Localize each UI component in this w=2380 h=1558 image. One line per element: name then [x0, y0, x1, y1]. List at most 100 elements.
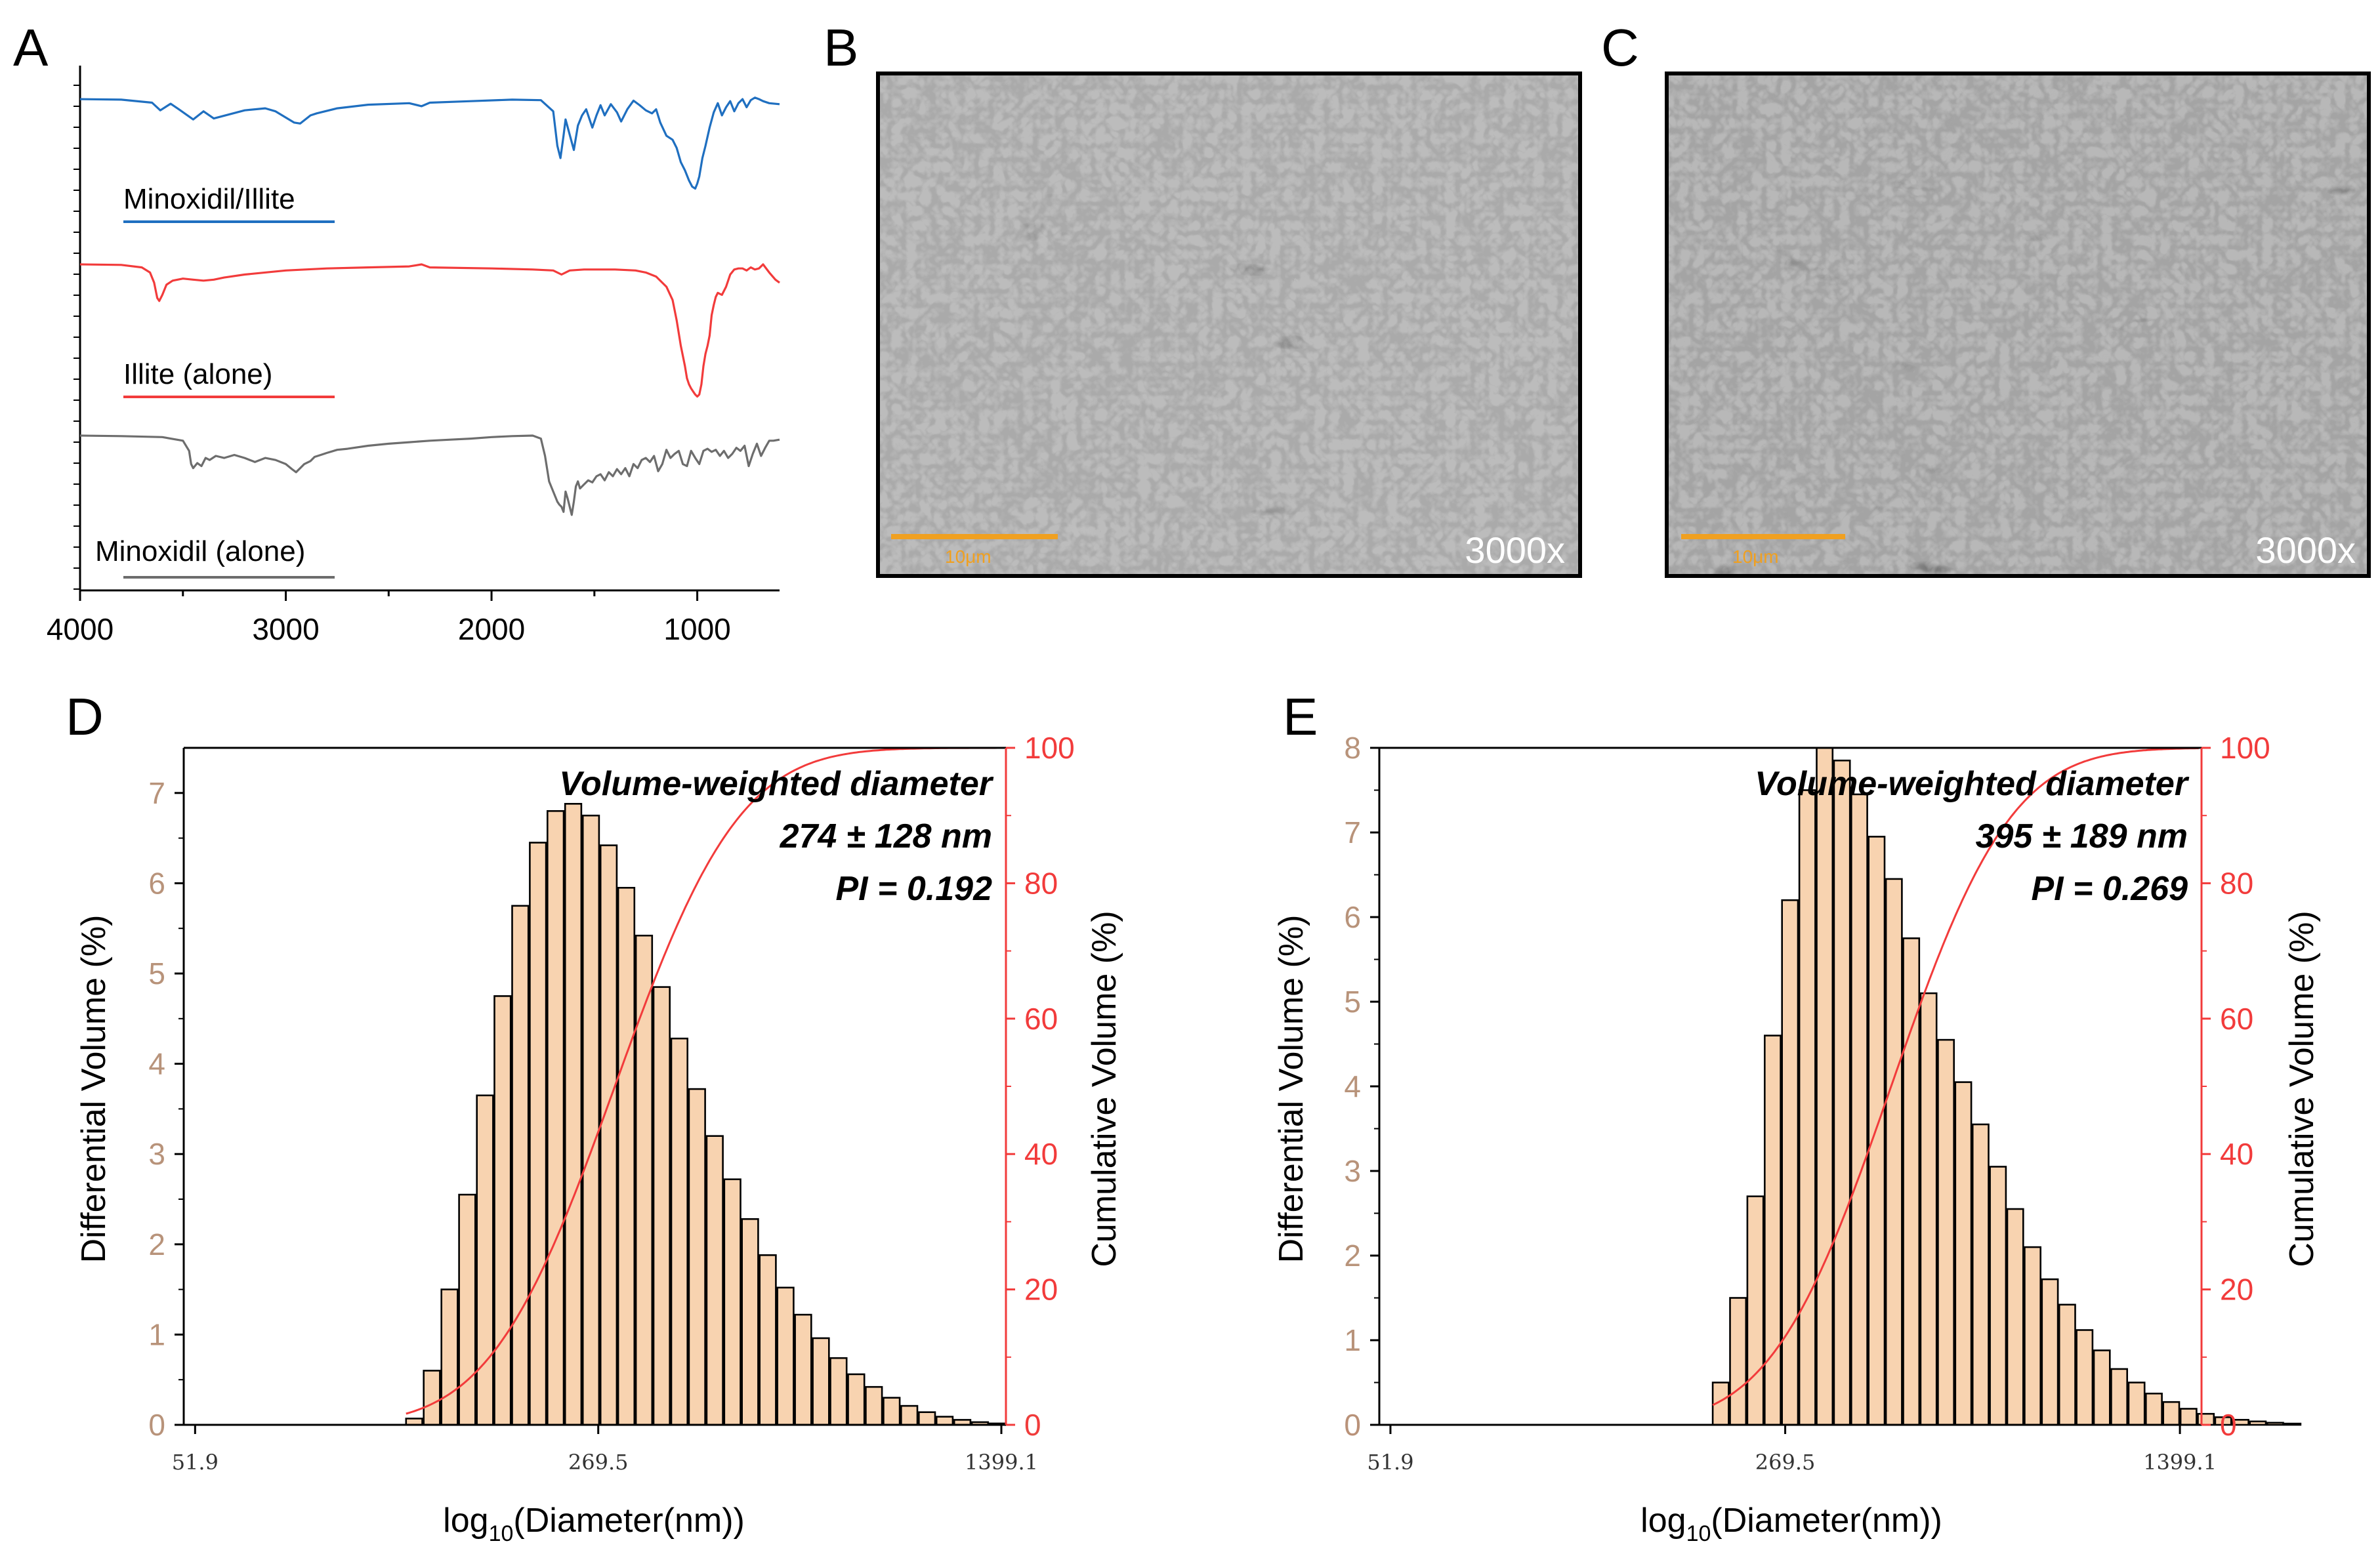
sem-image-b: 10μm 3000x	[876, 72, 1582, 578]
dls-y2-tick-label: 40	[2220, 1137, 2253, 1171]
legend-label-minoxidil-illite: Minoxidil/Illite	[123, 183, 295, 215]
panel-label-e: E	[1283, 687, 1318, 746]
dls-bar	[1746, 1195, 1764, 1426]
dls-y-tick-label: 6	[148, 866, 165, 900]
dls-bar	[1850, 793, 1868, 1426]
dls-e-y2-ticks: 0 20 40 60 80 100	[2202, 731, 2270, 1442]
dls-chart-e: 0 1 2 3 4 5 6 7 8 0 20 40 60 80 100 51.9 269.5 1399.1 D…	[1272, 731, 2321, 1546]
dls-bar	[1764, 1035, 1782, 1426]
dls-y-tick-label: 4	[1344, 1069, 1361, 1103]
dls-bar	[1937, 1038, 1955, 1426]
dls-y2-tick-label: 80	[2220, 866, 2253, 900]
dls-y-tick-label: 2	[1344, 1239, 1361, 1273]
dls-bar	[1833, 760, 1851, 1426]
dls-bar	[599, 844, 618, 1426]
dls-y2-tick-label: 100	[2220, 731, 2270, 765]
dls-y-tick-label: 1	[148, 1317, 165, 1351]
dls-bar	[918, 1411, 936, 1426]
dls-d-xlabel-sub: 10	[489, 1521, 514, 1546]
dls-e-xlabel-rest: (Diameter(nm))	[1711, 1502, 1942, 1540]
dls-bar	[2093, 1349, 2111, 1426]
panel-label-d: D	[66, 687, 104, 746]
dls-y2-tick-label: 0	[1024, 1408, 1041, 1442]
dls-d-xlabel-rest: (Diameter(nm))	[513, 1502, 744, 1540]
dls-y-tick-label: 5	[148, 956, 165, 991]
dls-bar	[2076, 1329, 2094, 1426]
dls-bar	[1989, 1166, 2007, 1426]
dls-bar	[2058, 1303, 2076, 1426]
legend-label-illite: Illite (alone)	[123, 358, 272, 390]
ftir-series	[79, 96, 780, 516]
dls-y-tick-label: 7	[148, 776, 165, 810]
dls-bar	[2006, 1208, 2024, 1426]
dls-d-x-ticks: 51.9 269.5 1399.1	[172, 1425, 1038, 1475]
ftir-x-tick-label: 4000	[47, 612, 114, 646]
ftir-trace-0	[79, 96, 780, 190]
dls-y-tick-label: 6	[1344, 900, 1361, 934]
dls-y-tick-label: 3	[1344, 1154, 1361, 1188]
panel-label-b: B	[824, 18, 858, 77]
sem-c-magnification: 3000x	[2255, 529, 2356, 571]
dls-bar	[865, 1385, 883, 1426]
dls-e-y2label: Cumulative Volume (%)	[2283, 911, 2321, 1267]
dls-bar	[1971, 1123, 1990, 1426]
ftir-chart: 4000 3000 2000 1000 Minoxidil/Illite Illite…	[47, 66, 780, 646]
dls-bar	[1816, 747, 1834, 1426]
ftir-y-ticks	[73, 85, 80, 590]
dls-d-ylabel: Differential Volume (%)	[75, 915, 113, 1263]
dls-bar	[2284, 1422, 2302, 1426]
sem-image-c: 10μm 3000x	[1665, 72, 2371, 578]
ftir-x-ticks: 4000 3000 2000 1000	[47, 590, 731, 646]
ftir-x-tick-label: 2000	[458, 612, 525, 646]
dls-bar	[2110, 1368, 2128, 1426]
dls-d-y2label: Cumulative Volume (%)	[1085, 911, 1123, 1267]
dls-y2-tick-label: 20	[2220, 1273, 2253, 1307]
dls-bar	[2214, 1416, 2232, 1426]
dls-bar	[546, 810, 565, 1426]
dls-x-tick-label: 51.9	[1367, 1450, 1413, 1475]
dls-y-tick-label: 7	[1344, 815, 1361, 850]
dls-bar	[617, 887, 636, 1426]
dls-y-tick-label: 0	[1344, 1408, 1361, 1442]
dls-e-xlabel-sub: 10	[1686, 1521, 1711, 1546]
dls-bar	[935, 1416, 954, 1426]
dls-d-annotation-title: Volume-weighted diameter	[559, 765, 994, 803]
dls-d-xlabel: log10(Diameter(nm))	[443, 1502, 745, 1546]
dls-bar	[2266, 1422, 2284, 1426]
dls-bar	[900, 1404, 919, 1426]
dls-bar	[2041, 1278, 2059, 1426]
dls-e-bars	[1711, 747, 2302, 1426]
dls-y2-tick-label: 0	[2220, 1408, 2237, 1442]
dls-d-annotation-diameter: 274 ± 128 nm	[780, 817, 992, 855]
dls-y-tick-label: 2	[148, 1227, 165, 1261]
ftir-x-tick-label: 1000	[663, 612, 730, 646]
dls-e-xlabel: log10(Diameter(nm))	[1640, 1502, 1942, 1546]
ftir-trace-1	[79, 263, 780, 398]
dls-y-tick-label: 0	[148, 1408, 165, 1442]
dls-bar	[458, 1193, 476, 1426]
sem-b-highlights	[878, 73, 1580, 576]
dls-d-cumulative-curve	[406, 747, 1003, 1415]
dls-bar	[2162, 1401, 2181, 1426]
dls-x-tick-label: 269.5	[568, 1450, 629, 1475]
dls-y-tick-label: 3	[148, 1137, 165, 1171]
dls-bar	[2145, 1393, 2163, 1426]
dls-e-y-ticks: 0 1 2 3 4 5 6 7 8	[1344, 731, 1379, 1442]
ftir-trace-2	[79, 434, 780, 516]
dls-y2-tick-label: 60	[2220, 1002, 2253, 1036]
dls-e-ylabel: Differential Volume (%)	[1272, 915, 1310, 1263]
dls-bar	[652, 986, 671, 1426]
dls-bar	[2197, 1412, 2215, 1426]
sem-c-scale-label: 10μm	[1732, 546, 1779, 567]
sem-c-highlights	[1667, 73, 2369, 576]
dls-bar	[1781, 899, 1799, 1426]
dls-x-tick-label: 51.9	[172, 1450, 219, 1475]
ftir-x-tick-label: 3000	[252, 612, 319, 646]
dls-bar	[476, 1094, 494, 1426]
ftir-legend: Minoxidil/Illite Illite (alone) Minoxidi…	[95, 183, 335, 579]
sem-b-frame	[876, 72, 1582, 578]
dls-bar	[1868, 836, 1886, 1426]
legend-label-minoxidil: Minoxidil (alone)	[95, 535, 305, 567]
dls-bar	[670, 1037, 689, 1426]
